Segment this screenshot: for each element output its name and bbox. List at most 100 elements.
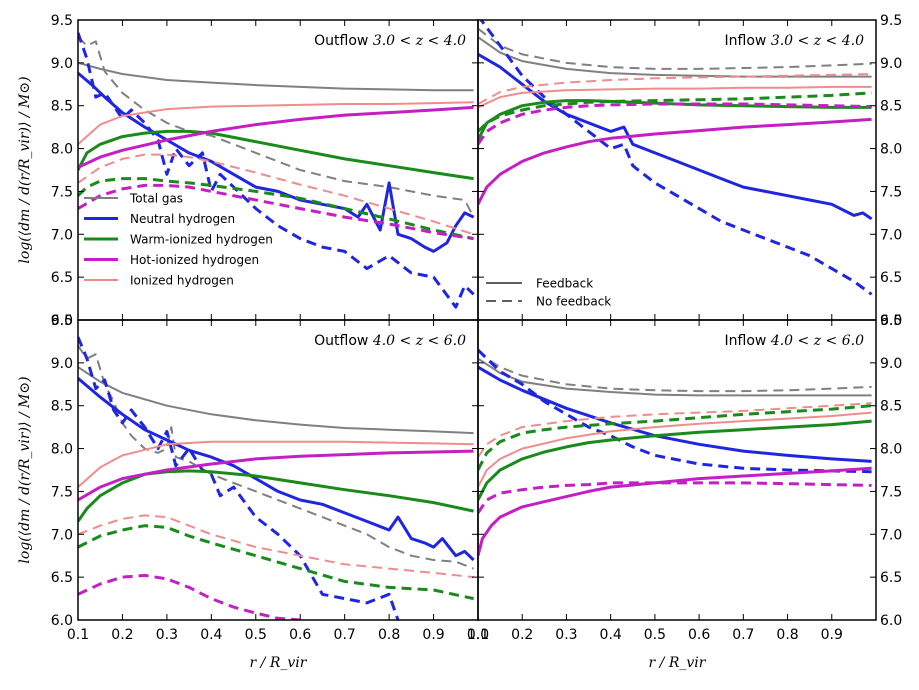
y-tick-label: 6.0 — [880, 313, 902, 329]
series-line-hot-ionized-hydrogen-solid — [78, 449, 474, 502]
y-tick-label: 7.5 — [880, 484, 902, 500]
x-tick-label: 0.9 — [422, 627, 444, 643]
x-tick-label: 0.9 — [821, 627, 843, 643]
y-axis-label: log(⟨dm / d(r/R_vir)⟩ / M⊙) — [17, 76, 33, 263]
legend-label: Ionized hydrogen — [130, 274, 234, 288]
y-tick-label: 9.0 — [51, 56, 73, 72]
series-line-neutral-hydrogen-solid — [478, 53, 873, 221]
y-tick-label: 9.0 — [880, 56, 902, 72]
legend-label: Warm-ionized hydrogen — [130, 233, 273, 247]
series-group — [78, 336, 475, 620]
y-tick-label: 8.5 — [880, 99, 902, 115]
series-line-hot-ionized-hydrogen-dashed — [78, 183, 474, 241]
y-tick-label: 8.0 — [51, 442, 73, 458]
series-line-total-gas-dashed — [78, 36, 475, 218]
series-line-hot-ionized-hydrogen-dashed — [478, 102, 872, 146]
legend-label: Neutral hydrogen — [130, 212, 235, 226]
y-tick-label: 8.0 — [51, 142, 73, 158]
panel-outflow-high-z: 6.0 6.5 7.0 7.5 8.0 8.5 9.0 9.5 Outflow 3.0 < z … — [51, 13, 479, 329]
series-line-total-gas-dashed — [78, 345, 474, 570]
panel-title: Inflow 3.0 < z < 4.0 — [725, 33, 865, 49]
series-line-total-gas-dashed — [478, 27, 872, 70]
series-line-hot-ionized-hydrogen-solid — [478, 117, 872, 205]
series-line-ionized-hydrogen-solid — [478, 85, 872, 109]
panel-inflow-low-z: 0.1 0.2 0.3 0.4 0.5 0.6 0.7 0.8 0.9 6.0 6.5 7.0 7.5 8… — [467, 313, 902, 643]
x-tick-label: 0.3 — [156, 627, 178, 643]
series-line-total-gas-solid — [478, 357, 872, 397]
series-line-hot-ionized-hydrogen-dashed — [478, 481, 872, 514]
y-tick-label: 8.0 — [880, 442, 902, 458]
series-line-warm-ionized-hydrogen-dashed — [478, 404, 872, 471]
y-tick-label: 7.0 — [880, 227, 902, 243]
y-tick-label: 7.5 — [51, 184, 73, 200]
legend-label: Total gas — [129, 192, 183, 206]
x-tick-label: 0.2 — [111, 627, 133, 643]
y-tick-label: 8.5 — [51, 99, 73, 115]
y-tick-label: 6.0 — [51, 613, 73, 629]
x-tick-label: 0.7 — [732, 627, 754, 643]
series-line-ionized-hydrogen-dashed — [78, 153, 474, 236]
x-tick-label: 1.0 — [467, 627, 489, 643]
y-tick-label: 7.5 — [51, 484, 73, 500]
series-group — [478, 348, 872, 557]
x-tick-label: 0.5 — [644, 627, 666, 643]
y-tick-label: 9.5 — [880, 13, 902, 29]
series-line-ionized-hydrogen-dashed — [478, 402, 872, 458]
y-tick-label: 9.5 — [880, 313, 902, 329]
series-line-warm-ionized-hydrogen-solid — [78, 469, 474, 523]
y-tick-label: 6.0 — [880, 613, 902, 629]
x-tick-label: 0.2 — [511, 627, 533, 643]
y-tick-label: 9.0 — [51, 356, 73, 372]
x-tick-label: 0.1 — [67, 627, 89, 643]
x-tick-label: 0.4 — [600, 627, 622, 643]
series-line-warm-ionized-hydrogen-dashed — [78, 177, 474, 241]
x-tick-label: 0.4 — [200, 627, 222, 643]
y-axis-label: log(⟨dm / d(r/R_vir)⟩ / M⊙) — [17, 376, 33, 563]
x-tick-label: 0.8 — [378, 627, 400, 643]
series-line-neutral-hydrogen-dashed — [479, 20, 873, 296]
x-tick-label: 0.7 — [334, 627, 356, 643]
panel-outflow-low-z: 0.1 0.2 0.3 0.4 0.5 0.6 0.7 0.8 0.9 1.0 6.0 6.5 7.0 7… — [51, 313, 489, 643]
series-line-warm-ionized-hydrogen-dashed — [478, 91, 872, 133]
y-tick-label: 7.0 — [51, 527, 73, 543]
y-tick-label: 9.5 — [51, 313, 73, 329]
x-tick-label: 0.6 — [688, 627, 710, 643]
series-line-ionized-hydrogen-solid — [78, 101, 474, 146]
series-group — [478, 20, 873, 296]
series-line-ionized-hydrogen-dashed — [478, 73, 872, 105]
series-line-neutral-hydrogen-dashed — [78, 336, 400, 620]
species-legend: Total gas Neutral hydrogen Warm-ionized hy… — [84, 192, 273, 288]
x-tick-label: 0.8 — [776, 627, 798, 643]
series-line-warm-ionized-hydrogen-solid — [478, 419, 872, 501]
y-tick-label: 6.5 — [880, 570, 902, 586]
y-tick-label: 8.0 — [880, 142, 902, 158]
y-tick-label: 9.5 — [51, 13, 73, 29]
series-line-total-gas-dashed — [478, 349, 872, 393]
series-line-ionized-hydrogen-solid — [78, 440, 474, 488]
series-line-neutral-hydrogen-dashed — [78, 32, 475, 309]
series-line-warm-ionized-hydrogen-dashed — [78, 524, 474, 601]
legend-label: No feedback — [536, 295, 611, 309]
y-tick-label: 6.5 — [51, 270, 73, 286]
y-tick-label: 6.5 — [51, 570, 73, 586]
series-line-warm-ionized-hydrogen-solid — [78, 129, 474, 181]
x-axis-label: r / R_vir — [250, 655, 308, 671]
panel-frame — [477, 319, 877, 621]
y-tick-label: 8.5 — [51, 399, 73, 415]
y-tick-label: 9.0 — [880, 356, 902, 372]
y-tick-label: 8.5 — [880, 399, 902, 415]
panel-frame — [477, 19, 877, 321]
series-line-ionized-hydrogen-dashed — [78, 514, 474, 579]
series-line-total-gas-solid — [78, 366, 474, 435]
series-line-total-gas-solid — [478, 36, 872, 78]
series-line-neutral-hydrogen-solid — [78, 377, 475, 562]
y-tick-label: 7.0 — [51, 227, 73, 243]
series-line-ionized-hydrogen-solid — [478, 411, 872, 488]
series-line-total-gas-solid — [78, 61, 474, 92]
series-line-hot-ionized-hydrogen-dashed — [78, 573, 301, 620]
panel-title: Outflow 3.0 < z < 4.0 — [314, 33, 466, 49]
series-line-hot-ionized-hydrogen-solid — [478, 466, 872, 557]
x-tick-label: 0.6 — [289, 627, 311, 643]
y-tick-label: 7.0 — [880, 527, 902, 543]
